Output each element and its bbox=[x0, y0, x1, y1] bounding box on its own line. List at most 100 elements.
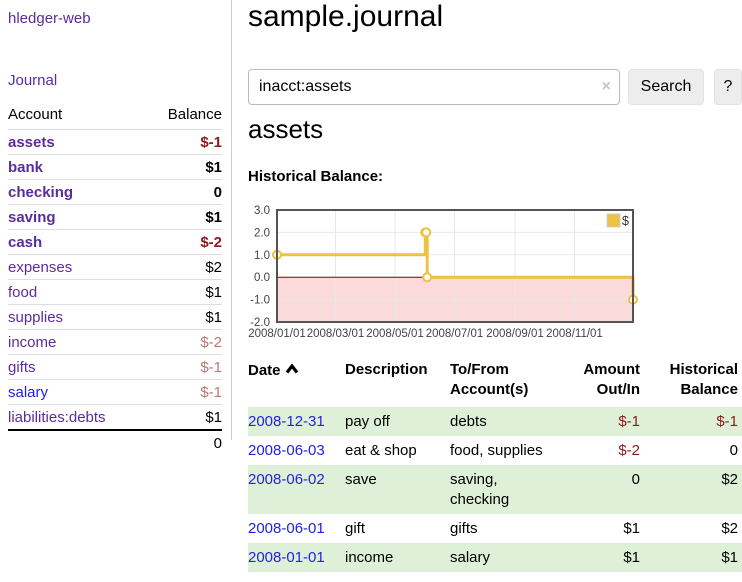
main-content: sample.journal × Search ? assets Histori… bbox=[248, 0, 742, 582]
transaction-date-link[interactable]: 2008-06-02 bbox=[248, 471, 325, 488]
register-table: Date Description To/From Account(s) Amou… bbox=[248, 358, 742, 572]
transaction-date-link[interactable]: 2008-01-01 bbox=[248, 549, 325, 566]
account-row: bank $1 bbox=[8, 154, 222, 180]
column-header-amount[interactable]: Amount Out/In bbox=[583, 361, 640, 398]
transaction-balance: $-1 bbox=[716, 413, 738, 430]
transaction-description: pay off bbox=[345, 413, 390, 430]
transaction-balance: $2 bbox=[721, 520, 738, 537]
search-input[interactable] bbox=[248, 69, 620, 105]
nav-journal-link[interactable]: Journal bbox=[8, 72, 58, 89]
account-row: salary $-1 bbox=[8, 379, 222, 405]
transaction-description: income bbox=[345, 549, 394, 566]
transaction-accounts: debts bbox=[450, 413, 487, 430]
column-header-balance[interactable]: Historical Balance bbox=[669, 361, 738, 398]
account-row: checking 0 bbox=[8, 179, 222, 205]
transaction-amount: $1 bbox=[623, 520, 640, 537]
account-link-income[interactable]: income bbox=[8, 334, 57, 351]
svg-text:2008/07/01: 2008/07/01 bbox=[426, 328, 484, 340]
transaction-description: save bbox=[345, 471, 377, 488]
accounts-total-row: 0 bbox=[8, 429, 222, 455]
transaction-date-link[interactable]: 2008-12-31 bbox=[248, 413, 325, 430]
svg-text:-1.0: -1.0 bbox=[250, 295, 270, 307]
account-link-saving[interactable]: saving bbox=[8, 209, 56, 226]
account-balance: $-2 bbox=[145, 229, 222, 255]
search-input-wrap: × bbox=[248, 69, 620, 105]
accounts-header-balance: Balance bbox=[167, 106, 222, 123]
transaction-accounts: salary bbox=[450, 549, 491, 566]
page-title: sample.journal bbox=[248, 0, 444, 33]
historical-balance-chart[interactable]: 3.0 2.0 1.0 0.0 -1.0 -2.0 2008/01/01 2008/03/01… bbox=[248, 205, 708, 345]
account-link-assets[interactable]: assets bbox=[8, 134, 55, 151]
svg-text:3.0: 3.0 bbox=[254, 205, 270, 217]
account-link-checking[interactable]: checking bbox=[8, 184, 74, 201]
account-link-food[interactable]: food bbox=[8, 284, 38, 301]
account-link-expenses[interactable]: expenses bbox=[8, 259, 73, 276]
transaction-accounts: saving, checking bbox=[450, 471, 510, 508]
search-form: × Search ? bbox=[248, 69, 742, 105]
sort-ascending-icon bbox=[285, 360, 299, 380]
svg-text:2008/05/01: 2008/05/01 bbox=[366, 328, 424, 340]
transaction-amount: $1 bbox=[623, 549, 640, 566]
column-header-description[interactable]: Description bbox=[345, 361, 428, 378]
transaction-balance: $2 bbox=[721, 471, 738, 488]
accounts-header-account: Account bbox=[8, 106, 63, 123]
account-balance: $-1 bbox=[145, 129, 222, 155]
svg-text:1.0: 1.0 bbox=[254, 250, 270, 262]
transaction-description: gift bbox=[345, 520, 366, 537]
account-row: assets $-1 bbox=[8, 129, 222, 155]
account-link-bank[interactable]: bank bbox=[8, 159, 44, 176]
chart-heading: Historical Balance: bbox=[248, 168, 384, 185]
accounts-header-row: Account Balance bbox=[8, 106, 222, 130]
transaction-balance: 0 bbox=[729, 442, 738, 459]
svg-text:2008/09/01: 2008/09/01 bbox=[486, 328, 544, 340]
transaction-amount: $-2 bbox=[618, 442, 640, 459]
register-row: 2008-12-31 pay off debts $-1 $-1 bbox=[248, 407, 742, 436]
account-balance: $2 bbox=[145, 254, 222, 280]
account-link-liabilities-debts[interactable]: liabilities:debts bbox=[8, 409, 106, 426]
transaction-date-link[interactable]: 2008-06-01 bbox=[248, 520, 325, 537]
transaction-accounts: food, supplies bbox=[450, 442, 543, 459]
svg-text:2.0: 2.0 bbox=[254, 227, 270, 239]
account-balance: 0 bbox=[145, 179, 222, 205]
account-link-cash[interactable]: cash bbox=[8, 234, 43, 251]
column-header-date[interactable]: Date bbox=[248, 358, 345, 407]
search-button[interactable]: Search bbox=[628, 69, 704, 105]
account-row: food $1 bbox=[8, 279, 222, 305]
account-balance: $1 bbox=[145, 204, 222, 230]
transaction-date-link[interactable]: 2008-06-03 bbox=[248, 442, 325, 459]
transaction-amount: 0 bbox=[631, 471, 640, 488]
svg-text:2008/11/01: 2008/11/01 bbox=[546, 328, 603, 340]
clear-search-icon[interactable]: × bbox=[601, 78, 611, 95]
sidebar-nav: Journal bbox=[8, 72, 221, 90]
account-row: supplies $1 bbox=[8, 304, 222, 330]
account-row: gifts $-1 bbox=[8, 354, 222, 380]
column-header-accounts[interactable]: To/From Account(s) bbox=[450, 361, 529, 398]
help-button[interactable]: ? bbox=[714, 69, 742, 105]
app-brand: hledger-web bbox=[8, 10, 221, 28]
account-balance: $1 bbox=[145, 154, 222, 180]
transaction-description: eat & shop bbox=[345, 442, 417, 459]
account-row: saving $1 bbox=[8, 204, 222, 230]
svg-text:-2.0: -2.0 bbox=[250, 317, 270, 329]
transaction-amount: $-1 bbox=[618, 413, 640, 430]
svg-text:2008/01/01: 2008/01/01 bbox=[248, 328, 306, 340]
register-row: 2008-06-01 gift gifts $1 $2 bbox=[248, 514, 742, 543]
account-balance: $-2 bbox=[145, 329, 222, 355]
accounts-table: Account Balance assets $-1 bank $1 check… bbox=[8, 106, 222, 455]
register-header-row: Date Description To/From Account(s) Amou… bbox=[248, 358, 742, 407]
register-row: 2008-06-02 save saving, checking 0 $2 bbox=[248, 465, 742, 514]
account-row: income $-2 bbox=[8, 329, 222, 355]
account-link-salary[interactable]: salary bbox=[8, 384, 49, 401]
account-link-gifts[interactable]: gifts bbox=[8, 359, 36, 376]
account-balance: $1 bbox=[145, 404, 222, 430]
svg-text:2008/03/01: 2008/03/01 bbox=[307, 328, 365, 340]
account-balance: $1 bbox=[145, 304, 222, 330]
app-brand-link[interactable]: hledger-web bbox=[8, 10, 91, 27]
account-balance: $-1 bbox=[145, 379, 222, 405]
register-row: 2008-01-01 income salary $1 $1 bbox=[248, 543, 742, 572]
transaction-accounts: gifts bbox=[450, 520, 478, 537]
transaction-balance: $1 bbox=[721, 549, 738, 566]
account-link-supplies[interactable]: supplies bbox=[8, 309, 64, 326]
